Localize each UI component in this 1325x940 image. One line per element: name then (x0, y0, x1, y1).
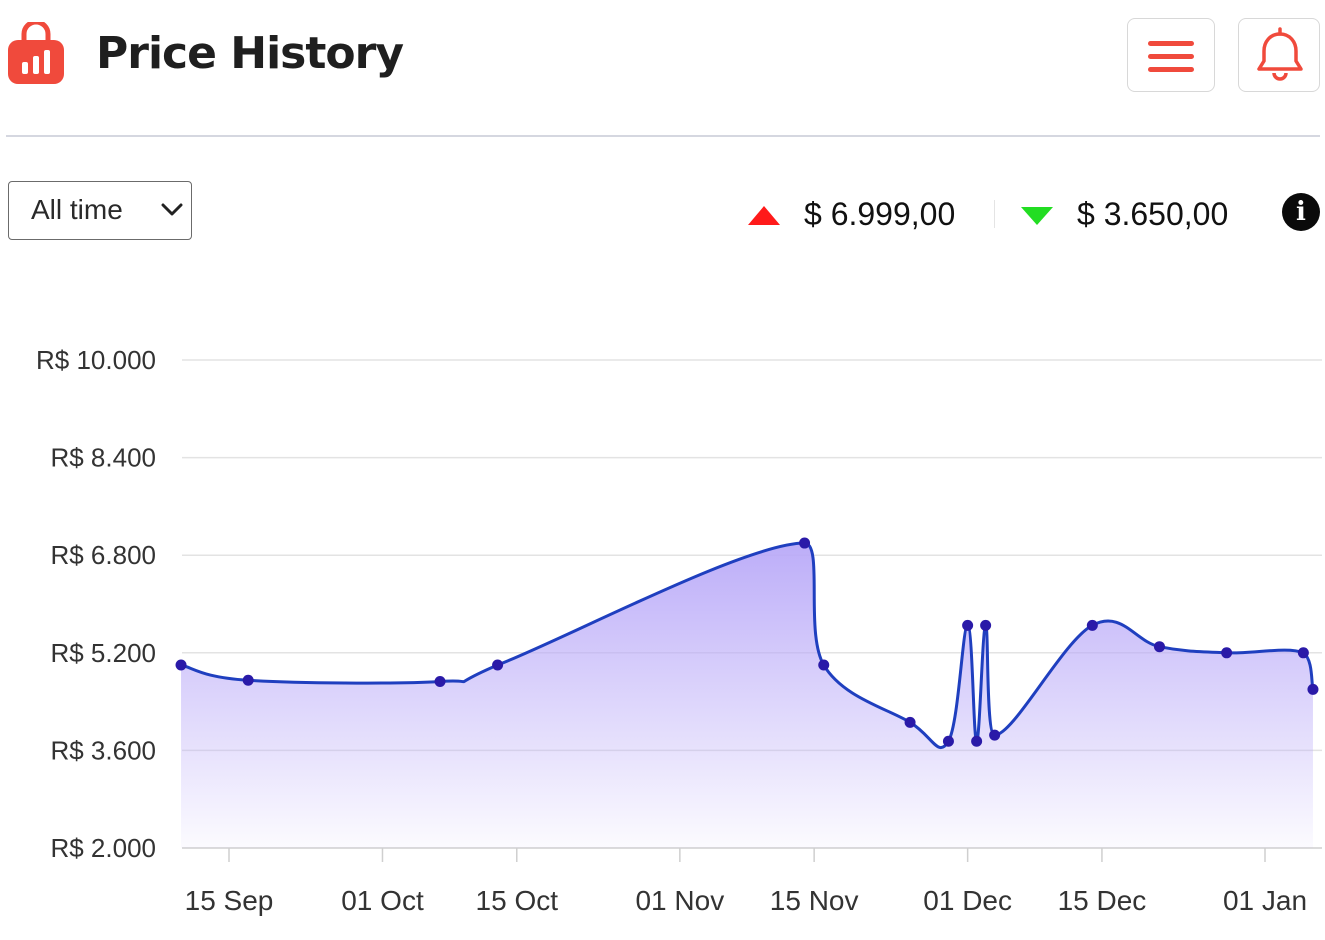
price-chart: R$ 10.000 R$ 8.400 R$ 6.800 R$ 5.200 R$ 3.60… (36, 345, 1322, 916)
lowest-price: $ 3.650,00 (1077, 196, 1229, 232)
data-point[interactable] (904, 716, 916, 728)
data-point[interactable] (989, 729, 1001, 741)
data-point[interactable] (818, 659, 830, 671)
data-point[interactable] (980, 619, 992, 631)
page-title: Price History (96, 28, 404, 79)
x-tick-label: 15 Oct (476, 885, 559, 916)
y-tick-label: R$ 6.800 (50, 540, 156, 570)
x-tick-label: 01 Dec (923, 885, 1012, 916)
price-up-icon (748, 206, 780, 225)
x-tick-label: 15 Sep (185, 885, 274, 916)
notifications-button[interactable] (1238, 18, 1320, 92)
chevron-down-icon (161, 203, 183, 216)
price-area (181, 543, 1313, 848)
data-point[interactable] (962, 619, 974, 631)
y-tick-label: R$ 8.400 (50, 443, 156, 473)
bell-icon (1257, 27, 1303, 81)
x-tick-label: 01 Jan (1223, 885, 1307, 916)
shopping-bag-chart-icon (8, 22, 64, 84)
x-tick-label: 01 Oct (341, 885, 424, 916)
y-tick-label: R$ 10.000 (36, 345, 156, 375)
data-point[interactable] (1153, 641, 1165, 653)
price-down-icon (1021, 207, 1053, 225)
y-tick-label: R$ 3.600 (50, 735, 156, 765)
time-range-value: All time (31, 194, 123, 225)
data-point[interactable] (1307, 683, 1319, 695)
data-point[interactable] (434, 675, 446, 687)
menu-button[interactable] (1127, 18, 1215, 92)
data-point[interactable] (175, 659, 187, 671)
price-line (180, 541, 1315, 749)
info-icon[interactable]: i (1282, 193, 1320, 231)
data-point[interactable] (492, 659, 504, 671)
header-divider (6, 135, 1320, 137)
data-point[interactable] (1297, 647, 1309, 659)
x-tick-label: 15 Nov (770, 885, 859, 916)
price-separator (994, 200, 995, 228)
x-tick-label: 15 Dec (1058, 885, 1147, 916)
data-point[interactable] (971, 735, 983, 747)
data-point[interactable] (942, 735, 954, 747)
header: Price History (0, 0, 1325, 137)
time-range-select[interactable]: All time (8, 181, 192, 240)
hamburger-menu-icon (1148, 41, 1194, 72)
x-tick-label: 01 Nov (635, 885, 724, 916)
data-point[interactable] (1221, 647, 1233, 659)
highest-price: $ 6.999,00 (804, 196, 956, 232)
data-point[interactable] (242, 674, 254, 686)
y-tick-label: R$ 2.000 (50, 833, 156, 863)
data-point[interactable] (1086, 619, 1098, 631)
data-point[interactable] (799, 537, 811, 549)
y-tick-label: R$ 5.200 (50, 638, 156, 668)
